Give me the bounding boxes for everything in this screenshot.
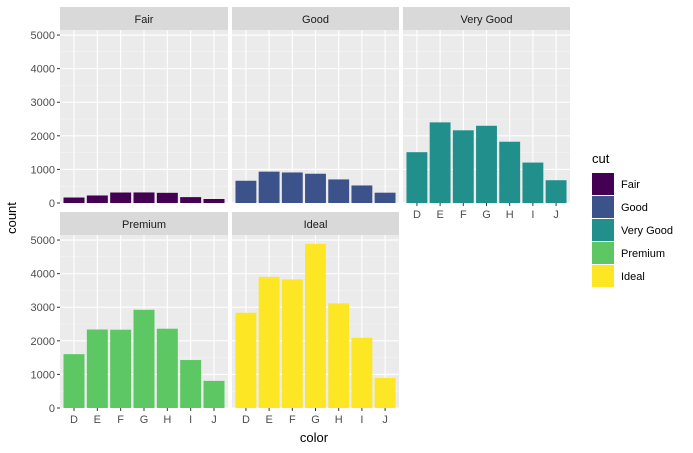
bar-premium-h <box>156 328 178 408</box>
bar-ideal-h <box>328 303 350 408</box>
legend-label-ideal: Ideal <box>621 271 645 283</box>
y-tick-label: 5000 <box>31 235 55 247</box>
bar-very-good-h <box>499 141 521 203</box>
y-tick-label: 3000 <box>31 302 55 314</box>
y-tick-label: 0 <box>49 198 55 210</box>
bar-very-good-e <box>429 122 451 203</box>
x-tick-label: D <box>70 414 78 426</box>
y-tick-label: 4000 <box>31 64 55 76</box>
x-tick-label: F <box>117 414 124 426</box>
y-tick-label: 5000 <box>31 30 55 42</box>
y-tick-label: 2000 <box>31 336 55 348</box>
facet-panel-ideal: Ideal D E F G H I J <box>232 212 399 426</box>
bar-ideal-i <box>351 337 373 408</box>
legend-key-premium <box>592 242 614 264</box>
x-axis-title: color <box>300 430 329 445</box>
bar-fair-g <box>133 192 155 203</box>
bar-ideal-j <box>374 377 396 408</box>
x-tick-label: H <box>335 414 343 426</box>
x-tick-label: G <box>140 414 149 426</box>
facet-panel-premium: Premium 0 1000 2000 3000 4000 5000 D E F G H I J <box>31 212 228 426</box>
x-tick-label: H <box>506 209 514 221</box>
x-tick-label: E <box>265 414 272 426</box>
x-tick-label: E <box>436 209 443 221</box>
bar-good-d <box>235 180 257 203</box>
y-tick-label: 4000 <box>31 269 55 281</box>
legend-title: cut <box>592 151 610 166</box>
bar-fair-f <box>110 192 132 203</box>
facet-strip-label: Very Good <box>461 14 513 26</box>
x-tick-label: I <box>360 414 363 426</box>
y-tick-label: 3000 <box>31 97 55 109</box>
x-tick-label: J <box>553 209 559 221</box>
x-tick-label: D <box>242 414 250 426</box>
bar-premium-e <box>86 329 108 408</box>
legend-key-ideal <box>592 265 614 287</box>
bar-premium-i <box>180 360 202 408</box>
x-tick-label: D <box>413 209 421 221</box>
bar-good-j <box>374 192 396 203</box>
bar-fair-e <box>86 195 108 203</box>
bar-very-good-f <box>452 130 474 203</box>
bar-premium-d <box>63 354 85 408</box>
bar-fair-d <box>63 197 85 203</box>
bar-good-h <box>328 179 350 203</box>
legend-label-good: Good <box>621 202 648 214</box>
legend: cut Fair Good Very Good Premium Ideal <box>592 151 673 287</box>
facet-strip-label: Fair <box>135 14 154 26</box>
x-tick-label: F <box>460 209 467 221</box>
x-tick-label: I <box>531 209 534 221</box>
facet-strip-label: Premium <box>122 219 166 231</box>
bar-very-good-g <box>476 125 497 203</box>
legend-label-premium: Premium <box>621 248 665 260</box>
facet-strip-label: Ideal <box>304 219 328 231</box>
bar-premium-g <box>133 309 155 408</box>
facet-panel-fair: Fair 0 1000 2000 3000 4000 5000 <box>31 7 228 210</box>
bar-good-g <box>305 173 326 203</box>
legend-label-very-good: Very Good <box>621 225 673 237</box>
bar-ideal-d <box>235 312 257 408</box>
bar-ideal-e <box>258 276 280 408</box>
y-tick-label: 2000 <box>31 131 55 143</box>
bar-ideal-f <box>281 279 303 408</box>
x-tick-label: F <box>289 414 296 426</box>
y-tick-label: 1000 <box>31 369 55 381</box>
facet-panel-very-good: Very Good D E F G H I J <box>403 7 570 221</box>
x-tick-label: G <box>482 209 491 221</box>
bar-premium-j <box>203 380 225 408</box>
x-tick-label: E <box>94 414 101 426</box>
legend-key-very-good <box>592 219 614 241</box>
bar-fair-i <box>180 197 202 203</box>
facet-strip-very-good <box>403 7 570 30</box>
legend-label-fair: Fair <box>621 179 640 191</box>
facet-panel-good: Good <box>232 7 399 204</box>
x-tick-label: H <box>163 414 171 426</box>
facet-strip-premium <box>60 212 228 235</box>
bar-good-i <box>351 185 373 203</box>
x-tick-label: I <box>189 414 192 426</box>
bar-ideal-g <box>305 243 326 408</box>
legend-key-fair <box>592 173 614 195</box>
bar-very-good-j <box>545 180 567 203</box>
y-tick-label: 0 <box>49 403 55 415</box>
y-tick-label: 1000 <box>31 164 55 176</box>
bar-fair-j <box>203 199 225 203</box>
facet-strip-ideal <box>232 212 399 235</box>
bar-good-e <box>258 171 280 203</box>
x-tick-label: J <box>382 414 388 426</box>
facet-strip-good <box>232 7 399 30</box>
bar-fair-h <box>156 192 178 203</box>
facet-strip-fair <box>60 7 228 30</box>
facet-panels: Fair 0 1000 2000 3000 4000 5000 Good Very Good D E… <box>31 7 570 426</box>
bar-very-good-i <box>522 162 544 203</box>
x-tick-label: G <box>311 414 320 426</box>
bar-very-good-d <box>406 152 428 203</box>
bar-good-f <box>281 172 303 203</box>
y-axis-title: count <box>4 202 19 234</box>
facet-strip-label: Good <box>302 14 329 26</box>
legend-key-good <box>592 196 614 218</box>
bar-premium-f <box>110 329 132 408</box>
x-tick-label: J <box>211 414 217 426</box>
